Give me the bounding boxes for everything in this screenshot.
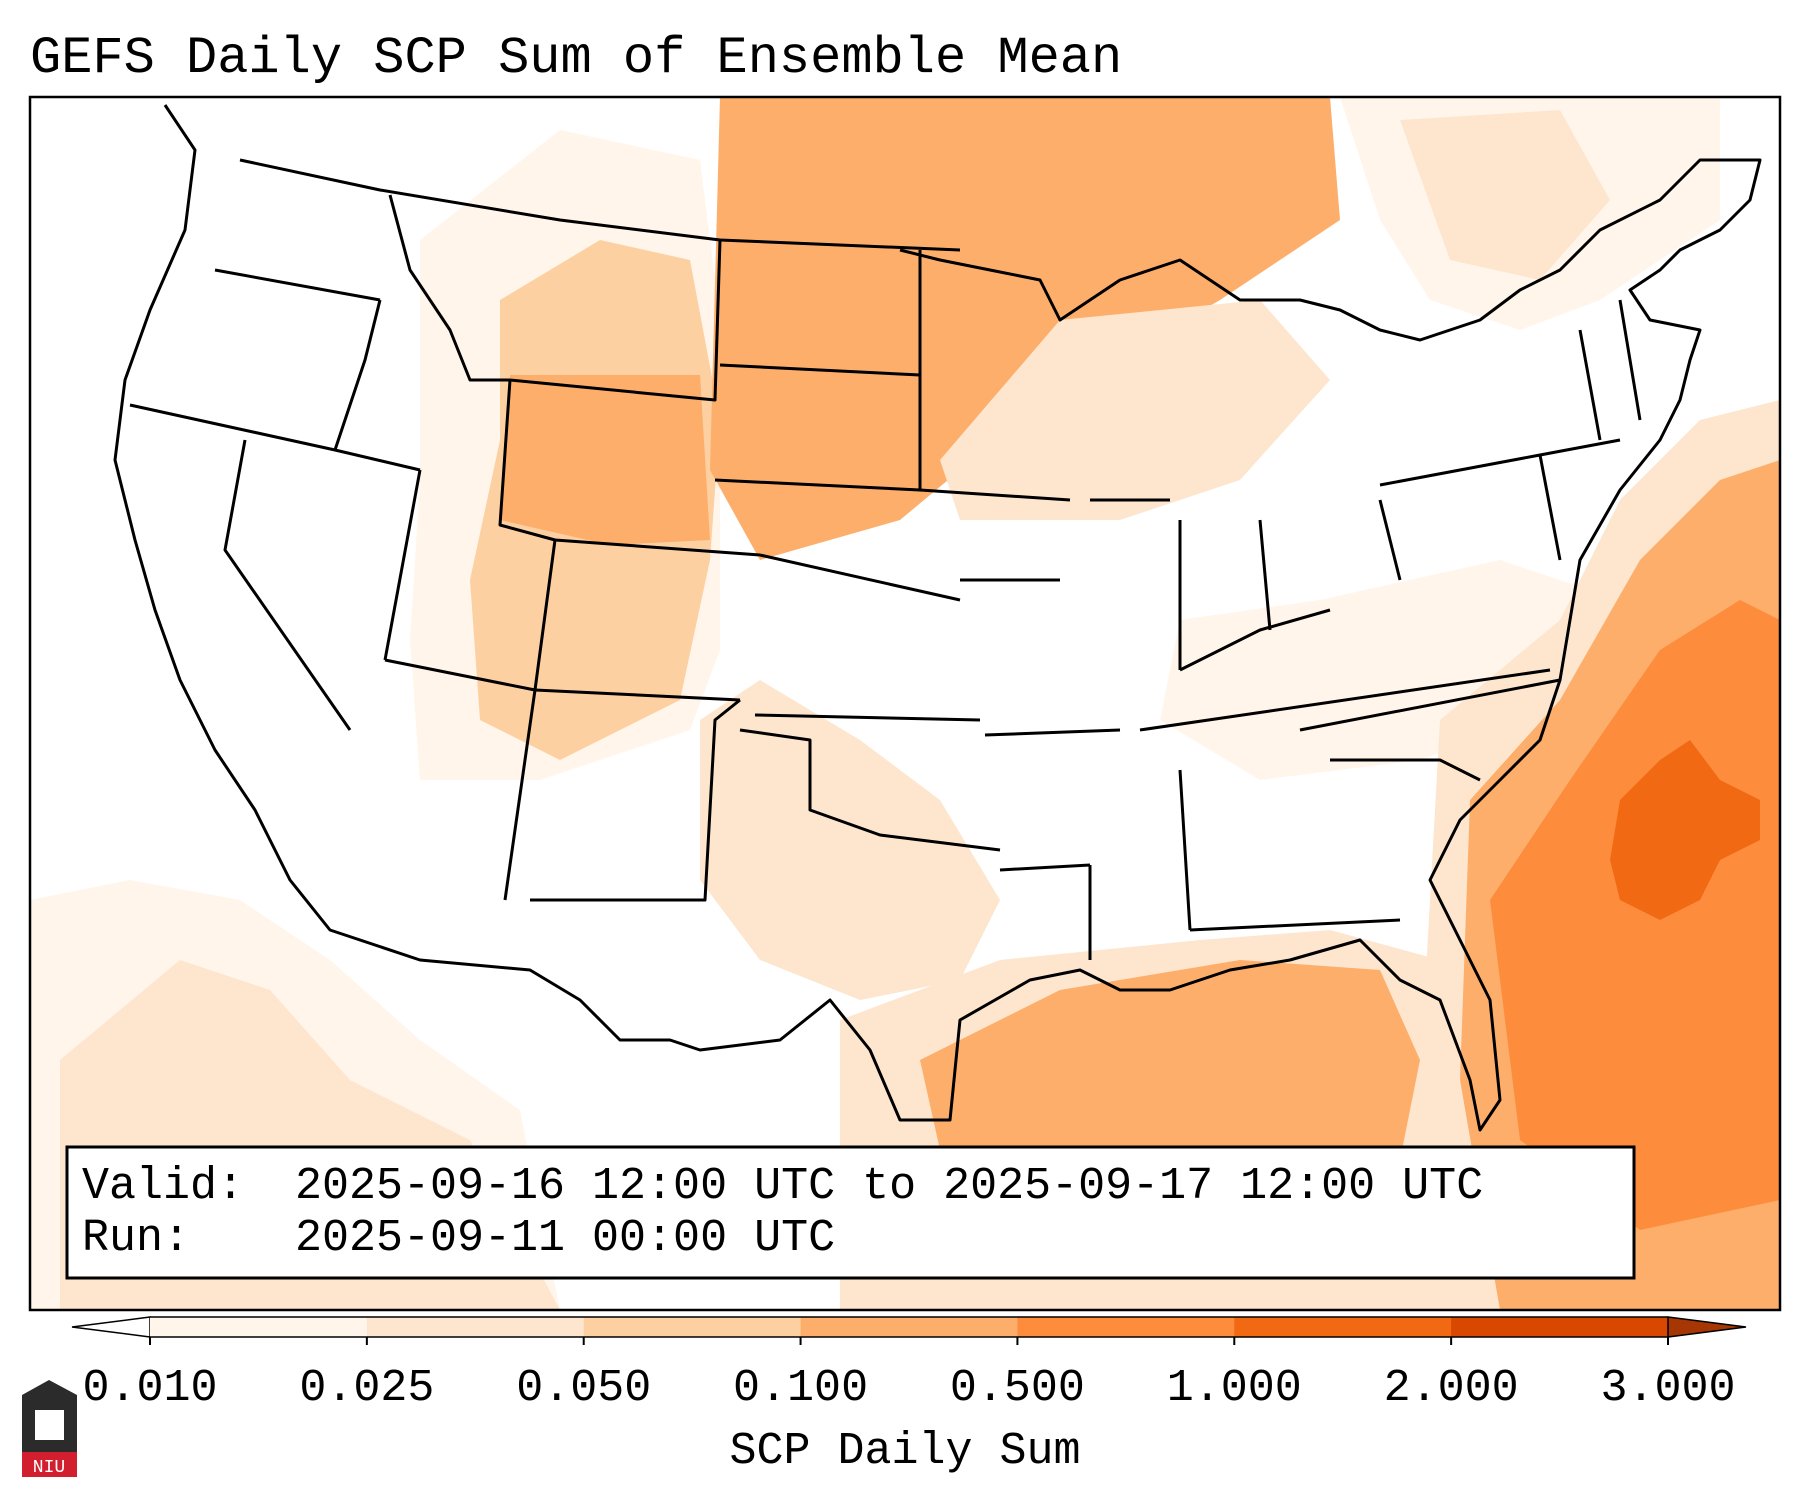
colorbar: 0.010 0.025 0.050 0.100 0.500 1.000 2.000 3.000 [71,1316,1747,1414]
border-wa-or [214,268,381,302]
field-atlantic-moderate [1490,600,1780,1230]
colorbar-tick-label: 1.000 [1167,1363,1302,1414]
run-value: 2025-09-11 00:00 UTC [295,1213,835,1264]
colorbar-tick-label: 0.100 [733,1363,868,1414]
field-colorado-wyoming [500,375,710,545]
border-co-nm [534,688,741,702]
valid-label: Valid: [82,1161,244,1212]
border-ut-co-wy [498,379,557,691]
border-ne-ks [759,553,961,602]
border-ky-oh [1179,608,1331,672]
border-id-mt [388,194,510,382]
border-nc-sc [1330,758,1481,782]
colorbar-segment [1451,1317,1669,1337]
us-outline [113,104,1762,1132]
border-nm-tx [530,698,741,902]
colorbar-tick-label: 3.000 [1600,1363,1735,1414]
field-southern-plains [700,680,1000,1000]
border-sd-ne [714,478,921,492]
border-ca-nv [223,439,352,731]
field-gulf [920,960,1420,1190]
logo-window [35,1410,64,1440]
border-az-nm [503,689,537,901]
border-mt-wy [509,239,722,402]
colorbar-segment [1017,1317,1235,1337]
field-atlantic-core [1610,740,1760,920]
border-ut-az [384,658,536,692]
colorbar-segment [800,1317,1018,1337]
colorbar-tick-label: 0.025 [299,1363,434,1414]
run-label: Run: [82,1213,190,1264]
field-plains-light [940,300,1330,520]
info-box-frame [65,1145,1636,1280]
logo-band [22,1452,77,1477]
border-nv-ut [383,469,422,661]
state-boundaries [113,104,1762,1132]
colorbar-label: SCP Daily Sum [729,1426,1080,1477]
border-new-england [1539,299,1642,457]
map-frame [28,95,1782,1312]
border-tn-ky [1139,668,1551,732]
border-va-nc [1299,678,1561,732]
colorbar-tick-label: 0.500 [950,1363,1085,1414]
colorbar-segment [366,1317,585,1337]
colorbar-tick-label: 0.010 [82,1363,217,1414]
figure-title: GEFS Daily SCP Sum of Ensemble Mean [30,29,1122,88]
info-box: Valid: 2025-09-16 12:00 UTC to 2025-09-1… [65,1145,1636,1280]
field-canada-east [1400,110,1610,280]
colorbar-segment [1234,1317,1452,1337]
colorbar-extend-low [71,1316,151,1338]
field-north-plains [710,97,1340,560]
border-or-id [333,299,382,451]
colorbar-tick-label: 0.050 [516,1363,651,1414]
border-ga-fl [1189,918,1401,932]
logo-text: NIU [33,1458,65,1478]
border-ar-la [999,863,1091,872]
colorbar-segment [150,1317,368,1337]
valid-value: 2025-09-16 12:00 UTC to 2025-09-17 12:00… [295,1161,1483,1212]
border-il-in-oh [1178,499,1402,670]
border-ks-ok [754,713,981,722]
canada-border [239,158,961,252]
border-al-ga [1178,769,1192,931]
map-panel [30,97,1780,1310]
border-nd-sd [719,363,921,377]
colorbar-extend-high [1667,1316,1747,1338]
border-mn-ia [918,250,1071,502]
niu-logo-icon: NIU [22,1380,77,1478]
colorbar-tick-label: 2.000 [1384,1363,1519,1414]
colorbar-segment [583,1317,802,1337]
logo-top [22,1380,77,1395]
border-wy-co [554,538,761,557]
border-ok-tx [739,728,1001,852]
border-mo-ar [984,728,1121,737]
